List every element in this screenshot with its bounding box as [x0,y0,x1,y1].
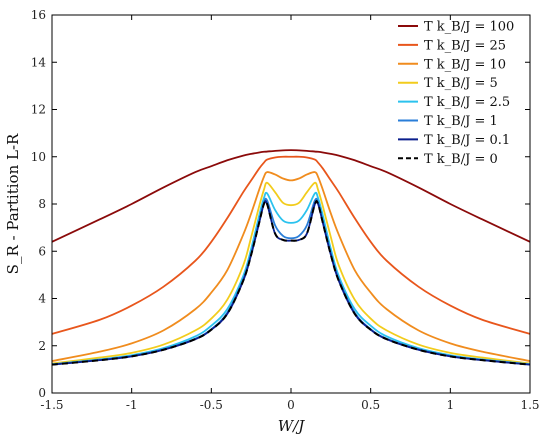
series-line-4 [51,191,531,366]
x-tick-label: 0.5 [361,398,380,412]
legend-label: T k_B/J = 25 [424,38,506,53]
y-tick-label: 4 [38,292,46,306]
legend-label: T k_B/J = 0.1 [424,133,510,148]
series-line-0 [51,149,531,243]
series-line-1 [51,155,531,335]
series-line-2 [51,171,531,362]
x-tick-label: -0.5 [200,398,223,412]
x-tick-label: -1 [126,398,138,412]
legend: T k_B/J = 100 T k_B/J = 25 T k_B/J = 10 T k… [398,20,514,167]
axis-ticks: -1.5 -1 -0.5 0 0.5 1 1.5 0 2 4 6 8 10 12 14 16 [31,8,540,412]
legend-label: T k_B/J = 100 [424,20,514,35]
y-tick-label: 6 [38,244,46,258]
legend-label: T k_B/J = 0 [424,152,498,167]
y-tick-label: 0 [38,386,46,400]
y-tick-label: 12 [31,103,46,117]
x-tick-label: 1 [447,398,455,412]
x-tick-label: -1.5 [40,398,63,412]
x-axis-label: W/J [278,417,305,435]
y-tick-label: 16 [31,8,46,22]
x-tick-label: 1.5 [520,398,539,412]
legend-label: T k_B/J = 10 [424,57,506,72]
y-tick-label: 8 [38,197,46,211]
y-tick-label: 2 [38,339,46,353]
plot-lines [51,149,531,366]
legend-label: T k_B/J = 2.5 [424,95,510,110]
legend-label: T k_B/J = 1 [424,114,498,129]
y-tick-label: 10 [31,150,46,164]
legend-label: T k_B/J = 5 [424,76,498,91]
y-axis-label: S_R - Partition L-R [4,133,22,274]
y-tick-label: 14 [31,55,47,69]
series-line-6 [51,200,531,366]
x-tick-label: 0 [287,398,295,412]
series-line-3 [51,181,531,365]
series-line-7 [51,199,531,366]
